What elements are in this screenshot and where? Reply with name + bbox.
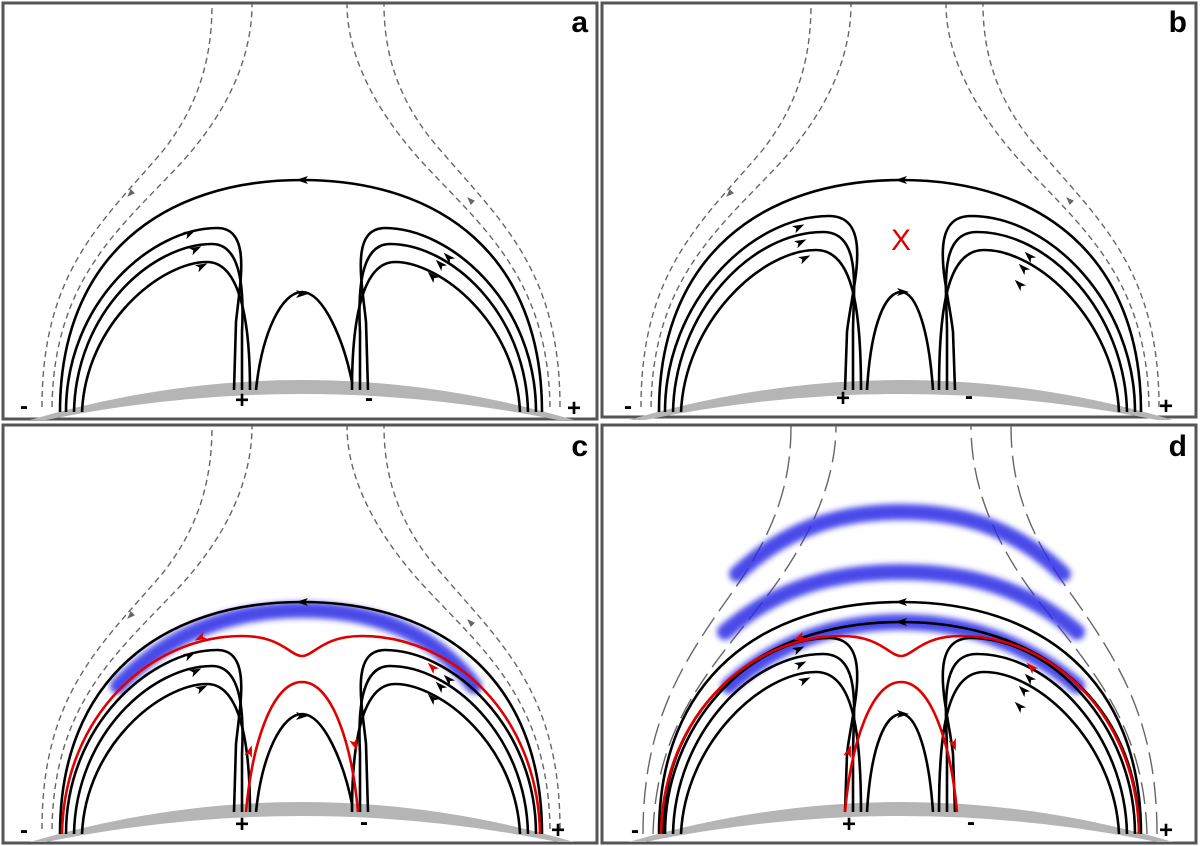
panel-a: a - + - + (1, 1, 599, 422)
polarity: - (965, 383, 973, 410)
polarity: - (631, 817, 639, 844)
polarity: + (235, 387, 249, 414)
panel-label: d (1169, 430, 1187, 463)
polarity: + (1159, 817, 1173, 844)
panel-c: c - + - + (1, 423, 599, 845)
polarity: - (20, 817, 28, 844)
polarity: - (20, 393, 28, 420)
polarity: + (567, 395, 581, 422)
reconnection-marker: X (891, 224, 911, 257)
polarity: + (1159, 393, 1173, 420)
panel-d: d - + - + (600, 423, 1198, 845)
panel-label: a (571, 6, 588, 39)
polarity: - (365, 385, 373, 412)
polarity: + (235, 811, 249, 838)
polarity: - (967, 809, 975, 836)
polarity: - (360, 809, 368, 836)
polarity: + (836, 385, 850, 412)
polarity: + (551, 817, 565, 844)
panel-label: c (571, 430, 588, 463)
panel-b: X b - + - + (600, 1, 1198, 420)
polarity: + (842, 811, 856, 838)
panel-label: b (1169, 6, 1187, 39)
polarity: - (624, 393, 632, 420)
